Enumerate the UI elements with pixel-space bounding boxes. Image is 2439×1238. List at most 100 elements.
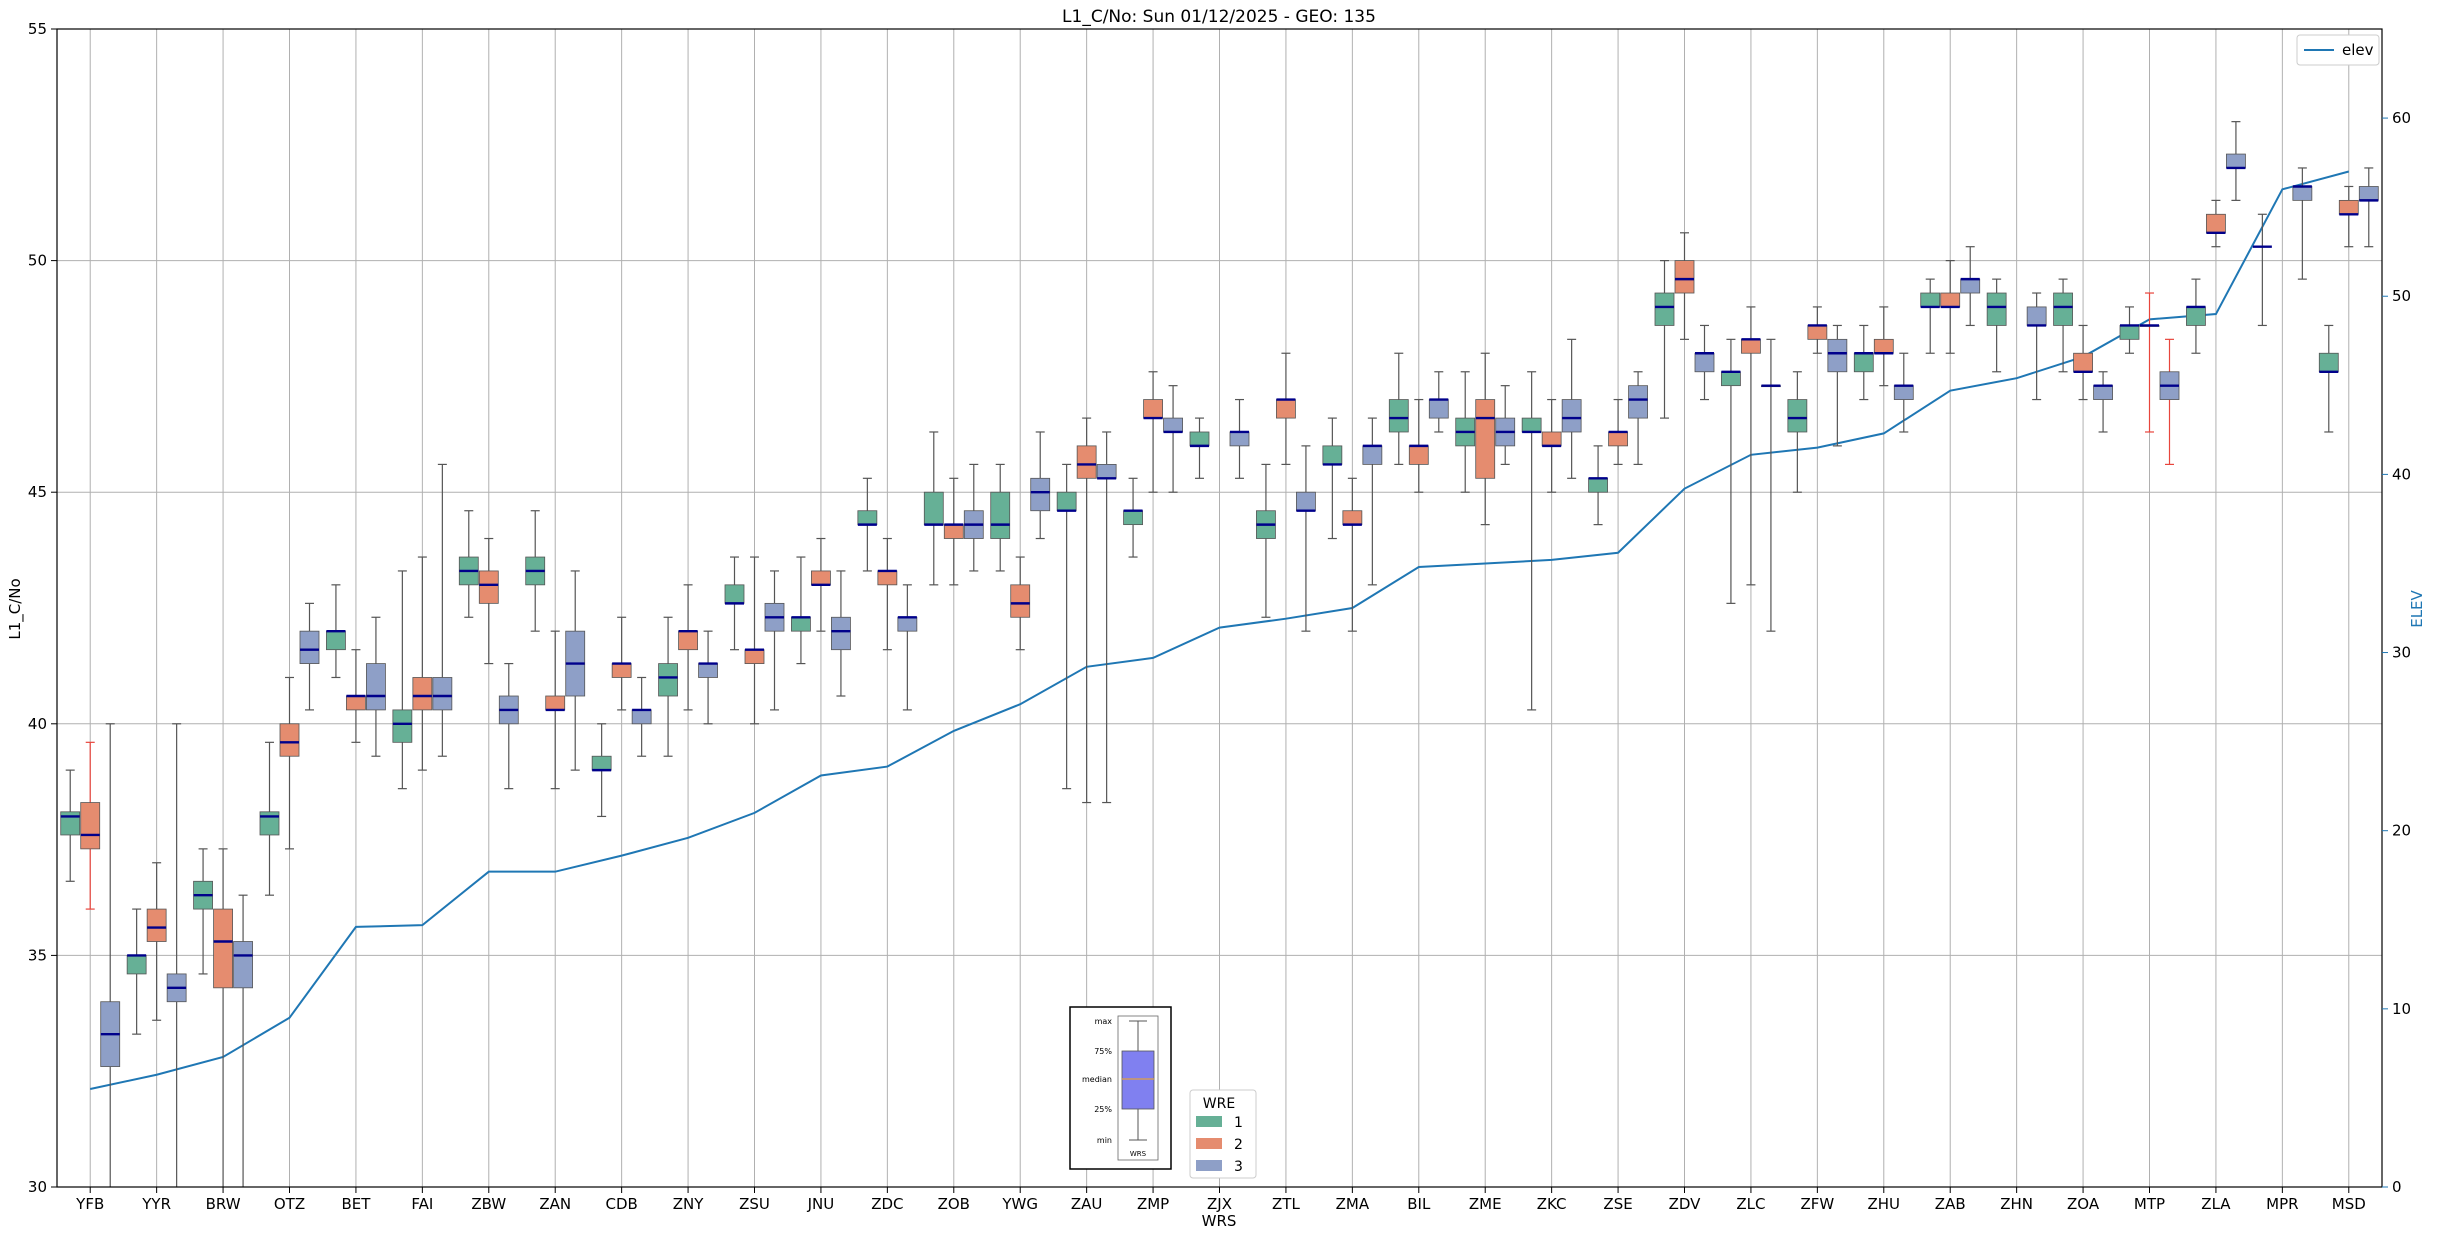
x-tick-label: ZFW	[1800, 1195, 1834, 1213]
y2-tick-label: 40	[2392, 465, 2411, 483]
box-iqr	[1807, 325, 1828, 340]
box-BET-wre3	[366, 616, 386, 757]
box-ZMP-wre1	[1123, 477, 1143, 558]
box-JNU-wre1	[791, 556, 811, 665]
key-caption: WRS	[1130, 1150, 1147, 1158]
box-CDB-wre3	[631, 676, 652, 757]
box-iqr	[591, 755, 612, 771]
box-CDB-wre1	[591, 723, 612, 818]
x-tick-label: BET	[341, 1195, 371, 1213]
x-tick-label: ZKC	[1537, 1195, 1567, 1213]
box-MSD-wre1	[2318, 324, 2339, 433]
box-ZMA-wre1	[1322, 417, 1343, 540]
box-iqr	[1123, 510, 1143, 526]
x-tick-label: ZDC	[871, 1195, 903, 1213]
box-ZBW-wre3	[498, 662, 519, 790]
box-iqr	[2053, 292, 2073, 326]
box-iqr	[2093, 385, 2113, 400]
box-iqr	[299, 630, 320, 664]
box-OTZ-wre3	[299, 602, 320, 711]
box-BET-wre2	[346, 649, 366, 743]
box-iqr	[1076, 445, 1097, 479]
key-box-diagram: max 75% median 25% min WRS	[1069, 1006, 1172, 1170]
box-iqr	[877, 570, 898, 586]
box-iqr	[1096, 464, 1117, 479]
box-iqr	[1388, 399, 1409, 433]
box-JNU-wre3	[831, 570, 851, 697]
box-iqr	[631, 709, 652, 725]
box-OTZ-wre2	[279, 676, 300, 850]
box-ZAB-wre3	[1960, 246, 1981, 327]
x-tick-label: ZHN	[2000, 1195, 2033, 1213]
x-tick-label: ZOA	[2067, 1195, 2100, 1213]
x-tick-label: BIL	[1407, 1195, 1431, 1213]
x-tick-label: MSD	[2332, 1195, 2366, 1213]
box-ZTL-wre2	[1276, 352, 1296, 466]
box-FAI-wre3	[432, 463, 453, 757]
elev-legend: elev	[2296, 34, 2380, 66]
x-tick-label: ZME	[1469, 1195, 1502, 1213]
box-iqr	[1276, 399, 1296, 419]
box-iqr	[233, 941, 253, 989]
box-ZAB-wre2	[1940, 260, 1961, 354]
y2-tick-label: 10	[2392, 1000, 2411, 1018]
box-ZME-wre1	[1455, 371, 1476, 493]
box-ZMP-wre2	[1143, 371, 1163, 493]
box-iqr	[1541, 431, 1562, 447]
key-label-max: max	[1095, 1017, 1113, 1026]
box-ZHU-wre1	[1853, 324, 1874, 401]
box-iqr	[432, 677, 453, 711]
x-tick-label: ZLA	[2201, 1195, 2231, 1213]
box-MPR-wre1	[2252, 213, 2272, 327]
box-YWG-wre3	[1030, 431, 1051, 540]
box-iqr	[1010, 584, 1031, 618]
box-layer	[60, 121, 2379, 1187]
box-BIL-wre3	[1428, 371, 1449, 433]
box-ZAN-wre3	[565, 570, 586, 771]
box-YYR-wre2	[146, 862, 167, 1021]
box-ZOB-wre3	[963, 463, 984, 572]
box-ZSU-wre2	[744, 556, 765, 725]
box-ZLA-wre3	[2226, 121, 2246, 201]
x-tick-label: ZAU	[1071, 1195, 1103, 1213]
box-iqr	[545, 695, 566, 711]
box-ZDC-wre3	[897, 584, 918, 711]
box-iqr	[1873, 338, 1894, 354]
box-ZMP-wre3	[1163, 385, 1183, 493]
box-iqr	[611, 663, 632, 678]
x-tick-label: ZMA	[1336, 1195, 1370, 1213]
y2-axis-label: ELEV	[2408, 589, 2426, 627]
box-iqr	[326, 630, 346, 651]
box-iqr	[744, 649, 765, 664]
box-YFB-wre3	[100, 723, 121, 1187]
y-tick-label: 45	[28, 483, 47, 501]
x-tick-label: MPR	[2266, 1195, 2298, 1213]
x-tick-label: CDB	[605, 1195, 637, 1213]
box-YFB-wre2	[80, 741, 101, 910]
box-iqr	[1322, 445, 1343, 465]
right-axis: 0 10 20 30 40 50 60	[2382, 109, 2411, 1196]
box-iqr	[1030, 477, 1051, 512]
box-MPR-wre3	[2292, 167, 2313, 280]
wre-legend-swatch-2	[1196, 1138, 1222, 1149]
box-iqr	[1893, 385, 1914, 400]
box-ZHU-wre3	[1893, 352, 1914, 433]
box-MTP-wre2	[2139, 292, 2160, 433]
elev-line-layer	[90, 170, 2350, 1090]
box-ZTL-wre1	[1256, 463, 1276, 618]
box-iqr	[1827, 338, 1848, 373]
box-iqr	[2292, 186, 2313, 201]
elev-legend-label: elev	[2342, 41, 2374, 59]
box-FAI-wre1	[392, 570, 413, 790]
box-ZAN-wre1	[525, 510, 546, 632]
box-iqr	[1986, 292, 2007, 326]
wre-legend-label-1: 1	[1234, 1115, 1243, 1131]
box-MTP-wre1	[2119, 306, 2140, 354]
box-iqr	[126, 955, 147, 975]
box-iqr	[478, 570, 499, 604]
box-BRW-wre1	[193, 848, 213, 975]
box-iqr	[2119, 325, 2140, 340]
left-axis: 30 35 40 45 50 55	[28, 20, 57, 1196]
x-tick-label: ZSU	[739, 1195, 770, 1213]
box-iqr	[1588, 477, 1608, 493]
